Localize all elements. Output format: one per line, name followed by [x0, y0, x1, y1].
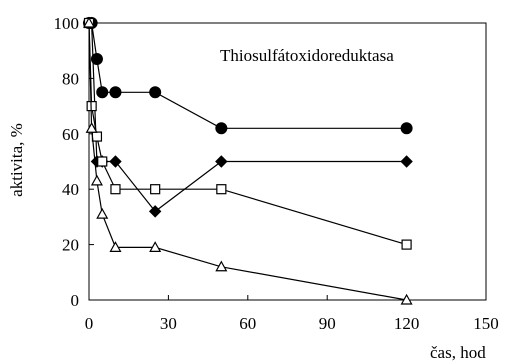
y-tick-label: 0 — [71, 291, 80, 310]
y-axis-label: aktivita, % — [7, 123, 26, 197]
x-axis-label: čas, hod — [430, 343, 486, 362]
data-point-triangle — [85, 122, 98, 133]
data-point-triangle — [400, 293, 413, 305]
data-point-square — [91, 131, 103, 142]
data-point-square — [97, 156, 108, 167]
data-point-diamond — [400, 155, 413, 168]
y-tick-label: 80 — [62, 69, 79, 88]
data-point-diamond — [148, 205, 162, 218]
plot-area — [88, 22, 487, 301]
data-point-circle — [96, 86, 109, 99]
data-point-triangle — [82, 16, 96, 28]
data-point-square — [110, 184, 121, 195]
data-point-circle — [400, 122, 413, 135]
data-point-circle — [215, 122, 228, 135]
series-line — [89, 22, 407, 213]
series-filled-circle — [83, 17, 413, 135]
x-tick-label: 120 — [394, 314, 420, 333]
series-open-triangle — [82, 16, 413, 305]
data-point-triangle — [149, 241, 162, 252]
data-point-square — [401, 239, 412, 250]
y-tick-label: 20 — [62, 236, 79, 255]
series-line — [89, 22, 407, 129]
x-tick-label: 90 — [319, 314, 336, 333]
data-point-triangle — [109, 241, 122, 252]
data-point-circle — [90, 53, 103, 66]
data-point-square — [216, 184, 227, 195]
chart-annotation: Thiosulfátoxidoreduktasa — [220, 46, 394, 65]
data-point-circle — [149, 86, 162, 99]
x-tick-label: 30 — [160, 314, 177, 333]
data-point-triangle — [96, 207, 109, 219]
y-tick-label: 40 — [62, 180, 79, 199]
data-point-diamond — [109, 155, 122, 168]
y-tick-label: 100 — [54, 14, 80, 33]
data-point-triangle — [90, 174, 103, 186]
x-tick-label: 150 — [473, 314, 499, 333]
x-tick-label: 0 — [85, 314, 94, 333]
x-axis-ticks: 0 30 60 90 120 150 — [85, 295, 499, 333]
data-point-circle — [109, 86, 122, 99]
x-tick-label: 60 — [239, 314, 256, 333]
data-point-diamond — [215, 155, 228, 168]
data-point-triangle — [215, 260, 228, 272]
plot-border — [88, 22, 487, 301]
series-layer — [82, 16, 413, 305]
series-line — [88, 22, 407, 301]
y-tick-label: 60 — [62, 125, 79, 144]
data-point-square — [150, 184, 161, 195]
y-axis-ticks: 0 20 40 60 80 100 — [54, 14, 94, 310]
